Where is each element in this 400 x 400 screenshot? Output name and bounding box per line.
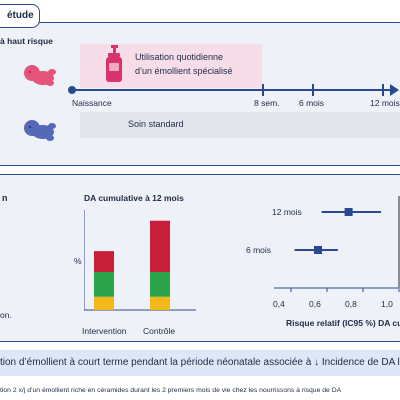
bar-chart <box>84 210 196 311</box>
standard-care-band <box>80 112 400 138</box>
forest-xlabel: Risque relatif (IC95 %) DA cu <box>286 318 400 328</box>
timeline-label-8w: 8 sem. <box>254 98 280 108</box>
bar-segment-contrôle-1 <box>150 272 170 297</box>
forest-estimate-1 <box>314 246 322 254</box>
intervention-line-1: Utilisation quotidienne <box>135 52 224 62</box>
timeline-start-dot <box>68 86 76 94</box>
timeline-tick-6m <box>312 84 314 96</box>
bar-segment-intervention-0 <box>94 296 114 310</box>
forest-row-label-6m: 6 mois <box>246 245 272 255</box>
timeline-tick-8w <box>262 84 264 96</box>
baby-blue-icon <box>24 120 56 141</box>
caption-text: tion 2 x/j d’un émollient riche en céram… <box>0 387 342 394</box>
timeline-label-birth: Naissance <box>72 98 112 108</box>
bar-chart-ylabel: % <box>74 256 82 266</box>
timeline-axis <box>72 89 394 91</box>
bar-segment-intervention-2 <box>94 251 114 272</box>
forest-tick-label-0.8: 0,8 <box>345 299 357 309</box>
left-header-fragment: n <box>2 193 8 203</box>
results-panel <box>0 174 400 342</box>
timeline-label-12m: 12 mois <box>370 98 400 108</box>
forest-tick-label-0.4: 0,4 <box>273 299 285 309</box>
forest-row-label-12m: 12 mois <box>272 207 302 217</box>
timeline-label-6m: 6 mois <box>299 98 325 108</box>
summary-text: tion d’émollient à court terme pendant l… <box>0 357 400 368</box>
forest-estimate-0 <box>344 208 353 216</box>
forest-tick-label-1.0: 1,0 <box>381 299 393 309</box>
bar-segment-intervention-1 <box>94 272 114 297</box>
bar-segment-contrôle-2 <box>150 220 170 272</box>
group-label: à haut risque <box>0 36 53 46</box>
study-tab-label: étude <box>7 10 34 21</box>
bar-category-control: Contrôle <box>143 326 176 336</box>
forest-tick-label-0.6: 0,6 <box>309 299 321 309</box>
emollient-bottle-icon <box>106 45 122 82</box>
timeline-tick-12m <box>382 84 384 96</box>
study-tab: étude <box>0 4 40 28</box>
forest-plot <box>274 196 400 292</box>
summary-band <box>0 350 400 376</box>
baby-pink-icon <box>24 65 56 86</box>
standard-care-label: Soin standard <box>128 119 184 129</box>
bar-chart-title: DA cumulative à 12 mois <box>84 193 184 203</box>
bar-segment-contrôle-0 <box>150 296 170 310</box>
left-text-fragment: on. <box>0 310 12 320</box>
bar-category-intervention: Intervention <box>82 326 127 336</box>
timeline-arrow-icon <box>390 84 399 96</box>
intervention-line-2: d’un émollient spécialisé <box>135 66 233 76</box>
